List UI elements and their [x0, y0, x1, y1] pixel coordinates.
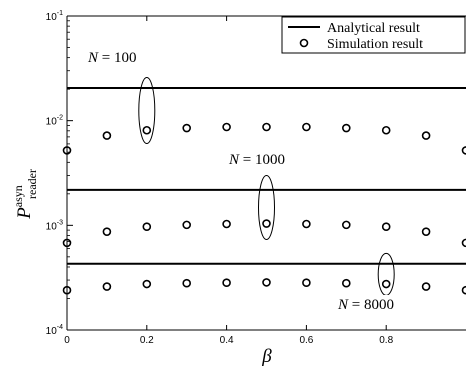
legend-label: Analytical result: [327, 21, 420, 36]
legend-circle-swatch: [299, 38, 309, 48]
annotation-layer: N = 100 N = 1000 N = 8000: [84, 48, 399, 314]
annotation-bg: [84, 48, 142, 67]
simulation-point: [302, 278, 311, 288]
simulation-point: [302, 219, 311, 229]
x-axis-label: β: [261, 346, 272, 367]
simulation-point: [182, 123, 191, 133]
simulation-point: [142, 125, 152, 135]
simulation-point: [421, 227, 431, 236]
plot-area: [67, 16, 466, 330]
plot-background: [67, 16, 466, 330]
simulation-point: [262, 122, 271, 132]
simulation-point: [222, 122, 231, 132]
y-axis-label-main: P: [14, 207, 35, 220]
simulation-point: [182, 220, 191, 230]
y-axis-label-superscript: asyn: [11, 185, 25, 207]
simulation-point: [421, 282, 431, 291]
x-tick-label: 0.6: [299, 335, 313, 346]
annotation-bg: [334, 295, 399, 314]
y-axis-label-subscript: reader: [25, 169, 39, 199]
y-axis-label: Pasyn reader: [11, 169, 39, 220]
simulation-point: [341, 123, 351, 133]
x-tick-label: 0.4: [220, 335, 234, 346]
simulation-point: [461, 146, 466, 155]
simulation-point: [262, 278, 271, 287]
svg-text:reader: reader: [25, 169, 39, 199]
series-layer: [62, 87, 466, 295]
simulation-point: [102, 131, 112, 140]
simulation-point: [302, 122, 311, 132]
y-tick-label: 10-1: [46, 10, 63, 23]
x-tick-label: 0: [64, 335, 70, 346]
annotation-ellipse: [258, 175, 275, 241]
simulation-point: [341, 220, 351, 230]
simulation-point: [381, 279, 391, 289]
svg-text:Pasyn: Pasyn: [11, 185, 35, 220]
simulation-point: [182, 278, 191, 288]
annotation-label: N = 1000: [228, 152, 285, 168]
simulation-point: [461, 238, 466, 248]
annotation-ellipse: [138, 77, 156, 145]
simulation-point: [102, 227, 112, 236]
annotation-label: N = 100: [87, 50, 136, 66]
annotation-bg: [225, 150, 290, 169]
simulation-point: [421, 131, 431, 140]
simulation-point: [142, 279, 152, 289]
simulation-point: [341, 278, 351, 288]
annotation-label: N = 8000: [337, 297, 394, 313]
simulation-point: [381, 125, 391, 135]
axes-layer: 0 0.2 0.4 0.6 0.8 10-4 10-3 10-2 10-1: [46, 10, 466, 346]
legend-box: [281, 16, 466, 54]
simulation-point: [102, 282, 112, 291]
simulation-point: [222, 219, 231, 229]
simulation-point: [222, 278, 231, 288]
legend-label: Simulation result: [327, 37, 423, 52]
y-tick-label: 10-2: [46, 115, 63, 128]
y-tick-label: 10-4: [46, 324, 63, 337]
simulation-point: [461, 285, 466, 295]
x-tick-label: 0.2: [140, 335, 154, 346]
simulation-point: [381, 222, 391, 232]
y-tick-label: 10-3: [46, 219, 63, 232]
x-tick-label: 0.8: [379, 335, 393, 346]
simulation-point: [262, 219, 271, 228]
simulation-point: [142, 222, 152, 232]
